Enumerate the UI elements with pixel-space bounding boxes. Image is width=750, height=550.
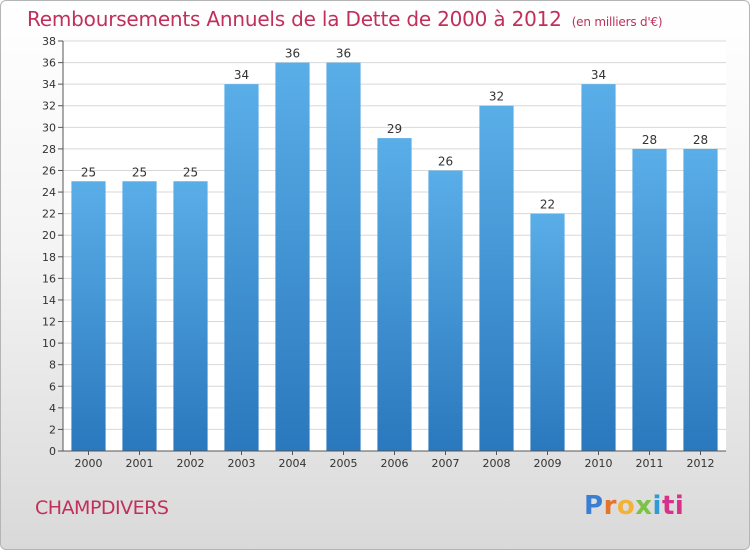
bar — [275, 62, 310, 451]
x-tick-label: 2004 — [279, 457, 307, 470]
bar — [71, 181, 106, 451]
logo-letter: o — [616, 491, 636, 521]
axes — [58, 40, 726, 455]
y-tick-label: 26 — [42, 164, 56, 177]
x-tick-label: 2012 — [687, 457, 715, 470]
x-tick-label: 2007 — [432, 457, 460, 470]
y-tick-label: 38 — [42, 35, 56, 48]
x-tick-label: 2006 — [381, 457, 409, 470]
bar — [173, 181, 208, 451]
bar — [581, 84, 616, 451]
bar — [224, 84, 259, 451]
bar — [377, 138, 412, 451]
logo-letter: x — [635, 491, 653, 521]
y-tick-label: 20 — [42, 229, 56, 242]
y-tick-label: 16 — [42, 272, 56, 285]
y-tick-label: 32 — [42, 100, 56, 113]
logo-letter: P — [584, 491, 604, 521]
value-label: 32 — [489, 90, 504, 104]
value-label: 34 — [234, 68, 249, 82]
x-tick-labels: 2000 2001 2002 2003 2004 2005 2006 2007 2008 2009… — [75, 457, 715, 470]
bar — [326, 62, 361, 451]
y-tick-label: 22 — [42, 208, 56, 221]
bar — [479, 105, 514, 451]
value-label: 29 — [387, 122, 402, 136]
bar — [122, 181, 157, 451]
value-label: 36 — [285, 47, 300, 61]
x-tick-label: 2000 — [75, 457, 103, 470]
x-tick-label: 2003 — [228, 457, 256, 470]
x-tick-label: 2009 — [534, 457, 562, 470]
bar — [428, 170, 463, 451]
bars — [71, 62, 718, 452]
value-label: 25 — [132, 165, 147, 179]
value-label: 36 — [336, 47, 351, 61]
value-label: 22 — [540, 198, 555, 212]
city-name: CHAMPDIVERS — [35, 497, 169, 519]
logo-letter: i — [652, 491, 662, 521]
value-label: 28 — [642, 133, 657, 147]
x-tick-label: 2001 — [126, 457, 154, 470]
logo-letter: ti — [661, 491, 685, 521]
value-label: 25 — [81, 165, 96, 179]
chart-unit: (en milliers d'€) — [571, 15, 663, 29]
x-tick-label: 2005 — [330, 457, 358, 470]
x-tick-label: 2002 — [177, 457, 205, 470]
value-label: 26 — [438, 154, 453, 168]
y-tick-label: 14 — [42, 294, 56, 307]
y-tick-label: 8 — [49, 359, 56, 372]
value-label: 34 — [591, 68, 606, 82]
y-tick-label: 28 — [42, 143, 56, 156]
y-tick-label: 18 — [42, 251, 56, 264]
x-tick-label: 2010 — [585, 457, 613, 470]
y-tick-label: 36 — [42, 57, 56, 70]
y-tick-label: 2 — [49, 423, 56, 436]
chart-title-text: Remboursements Annuels de la Dette de 20… — [27, 7, 562, 31]
x-tick-label: 2011 — [636, 457, 664, 470]
value-label: 28 — [693, 133, 708, 147]
value-labels: 25 25 25 34 36 36 29 26 32 22 34 28 28 — [81, 47, 708, 212]
value-label: 25 — [183, 165, 198, 179]
y-tick-label: 10 — [42, 337, 56, 350]
chart-title: Remboursements Annuels de la Dette de 20… — [27, 7, 663, 31]
y-tick-label: 6 — [49, 380, 56, 393]
bar — [530, 213, 565, 451]
proxiti-logo: Proxiti — [584, 491, 684, 521]
y-tick-label: 30 — [42, 121, 56, 134]
x-tick-label: 2008 — [483, 457, 511, 470]
y-tick-label: 4 — [49, 402, 56, 415]
logo-letter: r — [603, 491, 617, 521]
bar — [683, 148, 718, 452]
y-tick-label: 34 — [42, 78, 56, 91]
y-tick-label: 12 — [42, 316, 56, 329]
y-tick-label: 24 — [42, 186, 56, 199]
bar — [632, 148, 667, 452]
y-tick-label: 0 — [49, 445, 56, 458]
